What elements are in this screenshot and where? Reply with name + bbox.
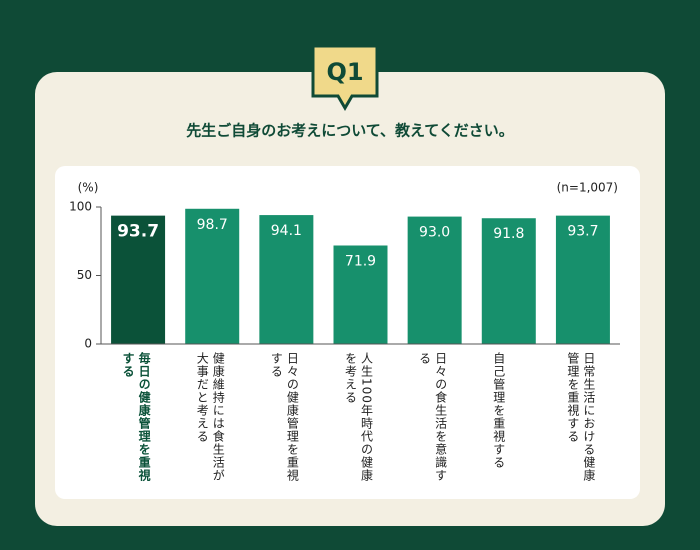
- value-label: 94.1: [271, 223, 302, 239]
- value-label: 91.8: [493, 226, 524, 242]
- x-tick-label: 健康維持には食生活が大事だと考える: [195, 352, 226, 482]
- chart-title: 先生ご自身のお考えについて、教えてください。: [186, 122, 514, 140]
- bar: [259, 215, 314, 344]
- bar: [407, 216, 462, 344]
- value-label: 93.0: [419, 225, 450, 241]
- value-label: 93.7: [567, 224, 598, 240]
- y-tick-label: 100: [69, 200, 92, 214]
- bar: [111, 215, 166, 344]
- bar: [333, 245, 388, 344]
- bar: [481, 218, 536, 344]
- badge-shape: [311, 44, 379, 111]
- x-tick-label: 毎日の健康管理を重視する: [121, 352, 152, 482]
- y-tick-label: 0: [84, 337, 92, 351]
- value-label: 71.9: [345, 253, 376, 269]
- y-axis-label: (%): [78, 181, 99, 195]
- x-tick-label: 自己管理を重視する: [491, 352, 506, 469]
- x-tick-label: 日常生活における健康管理を重視する: [565, 352, 596, 482]
- value-label: 93.7: [117, 222, 159, 242]
- bar: [555, 215, 610, 344]
- y-tick-label: 50: [77, 268, 92, 282]
- note: (n=1,007): [557, 181, 618, 195]
- bar: [185, 208, 240, 344]
- x-tick-label: 日々の食生活を意識する: [417, 352, 448, 482]
- value-label: 98.7: [197, 217, 228, 233]
- x-tick-label: 人生100年時代の健康を考える: [343, 352, 374, 482]
- badge: Q1: [326, 58, 363, 86]
- x-tick-label: 日々の健康管理を重視する: [269, 352, 300, 482]
